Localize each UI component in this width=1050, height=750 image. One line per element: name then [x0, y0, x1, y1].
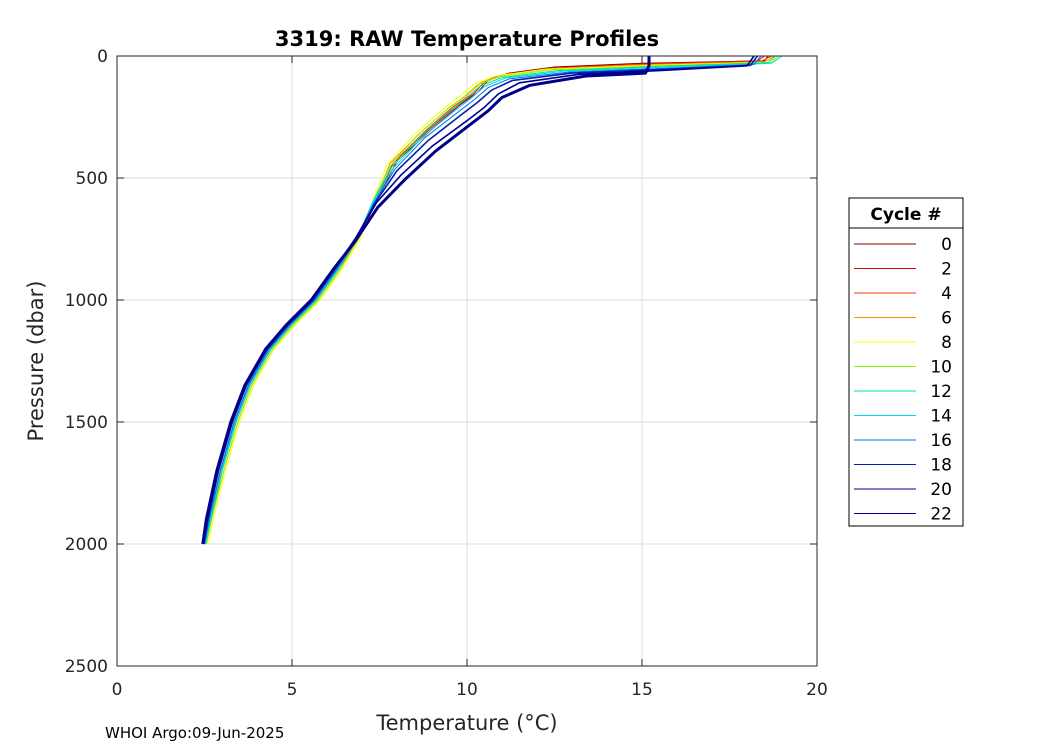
- x-tick-label: 20: [806, 680, 828, 700]
- legend-label: 12: [930, 382, 952, 402]
- legend-label: 8: [941, 333, 952, 353]
- legend-label: 22: [930, 505, 952, 525]
- profile-line-cycle-16: [204, 55, 762, 545]
- x-tick-label: 0: [112, 680, 123, 700]
- chart-title: 3319: RAW Temperature Profiles: [275, 27, 659, 51]
- legend-label: 20: [930, 480, 952, 500]
- y-tick-label: 1500: [65, 413, 108, 433]
- y-tick-label: 2000: [65, 535, 108, 555]
- legend-label: 10: [930, 358, 952, 378]
- y-axis-label: Pressure (dbar): [24, 281, 48, 442]
- legend-label: 2: [941, 260, 952, 280]
- y-tick-label: 500: [76, 169, 108, 189]
- x-tick-label: 5: [287, 680, 298, 700]
- x-axis-label: Temperature (°C): [375, 711, 557, 735]
- profile-line-cycle-22: [201, 56, 651, 545]
- legend-label: 6: [941, 309, 952, 329]
- legend-title: Cycle #: [870, 205, 941, 225]
- legend-label: 14: [930, 407, 952, 427]
- legend-label: 18: [930, 456, 952, 476]
- x-tick-label: 10: [456, 680, 478, 700]
- y-tick-label: 2500: [65, 657, 108, 677]
- profile-line-cycle-14: [204, 55, 783, 545]
- grid-lines: [117, 56, 817, 666]
- legend-label: 0: [941, 235, 952, 255]
- y-tick-label: 1000: [65, 291, 108, 311]
- profile-line-cycle-12: [205, 55, 776, 545]
- profile-lines: [201, 55, 783, 545]
- y-tick-label: 0: [97, 47, 108, 67]
- legend-box: [848, 197, 964, 527]
- legend: Cycle # 0 2 4 6 8 10 12 14 16 18 20 22: [848, 197, 964, 527]
- legend-label: 4: [941, 284, 952, 304]
- x-tick-label: 15: [631, 680, 653, 700]
- axis-ticks: 0 5 10 15 20 0 500 1000 1500 2000 2500: [65, 47, 828, 700]
- footer-credit: WHOI Argo:09-Jun-2025: [105, 724, 285, 742]
- legend-label: 16: [930, 431, 952, 451]
